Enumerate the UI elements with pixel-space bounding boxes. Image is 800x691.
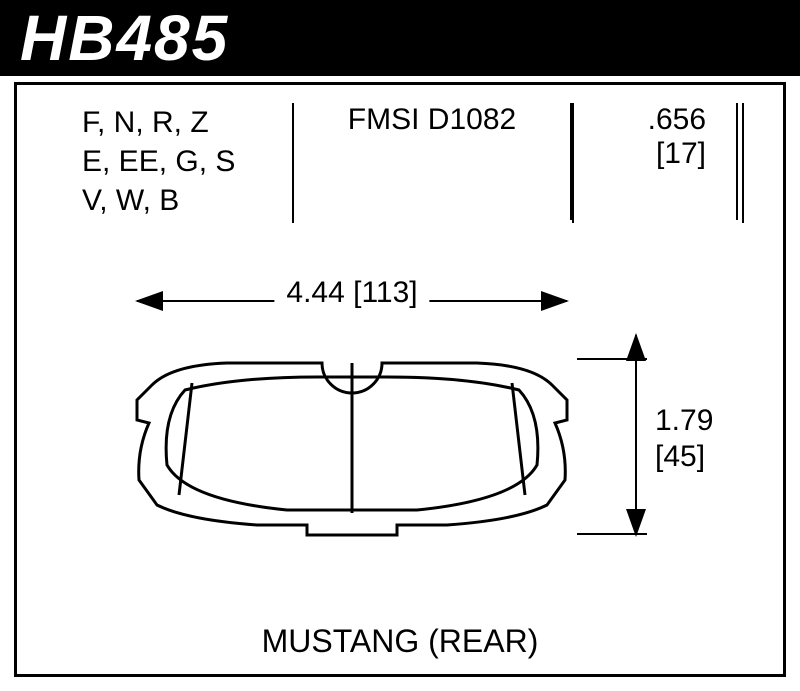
arrow-up-icon	[626, 333, 646, 361]
drawing-frame: F, N, R, Z E, EE, G, S V, W, B FMSI D108…	[14, 82, 786, 677]
right-groove	[512, 383, 525, 495]
thickness: .656 [17]	[572, 103, 738, 220]
divider	[742, 103, 744, 223]
codes-line: E, EE, G, S	[82, 142, 272, 181]
arrow-left-icon	[135, 291, 163, 311]
header-bar: HB485	[0, 0, 800, 76]
divider	[572, 103, 574, 223]
application-label: MUSTANG (REAR)	[17, 623, 783, 660]
width-value: 4.44 [113]	[274, 276, 429, 310]
part-number: HB485	[20, 2, 229, 74]
fmsi-code: FMSI D1082	[292, 103, 572, 220]
codes-line: F, N, R, Z	[82, 103, 272, 142]
width-dimension: 4.44 [113]	[137, 280, 567, 320]
arrow-right-icon	[541, 291, 569, 311]
divider	[292, 103, 294, 223]
brake-pad-outline	[117, 345, 587, 555]
height-value: 1.79 [45]	[655, 403, 713, 475]
dim-line	[635, 335, 637, 535]
info-row: F, N, R, Z E, EE, G, S V, W, B FMSI D108…	[62, 103, 738, 220]
compound-codes: F, N, R, Z E, EE, G, S V, W, B	[62, 103, 292, 220]
ext-line	[577, 358, 647, 360]
codes-line: V, W, B	[82, 181, 272, 220]
left-groove	[179, 383, 192, 495]
ext-line	[577, 533, 647, 535]
height-dimension: 1.79 [45]	[615, 335, 735, 535]
